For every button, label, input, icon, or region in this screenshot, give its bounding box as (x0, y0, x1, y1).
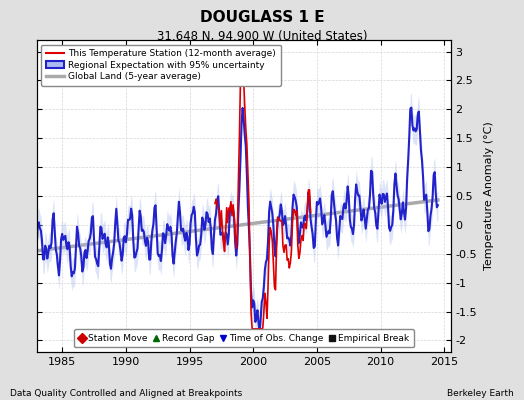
Text: 31.648 N, 94.900 W (United States): 31.648 N, 94.900 W (United States) (157, 30, 367, 43)
Legend: Station Move, Record Gap, Time of Obs. Change, Empirical Break: Station Move, Record Gap, Time of Obs. C… (74, 330, 413, 348)
Text: Data Quality Controlled and Aligned at Breakpoints: Data Quality Controlled and Aligned at B… (10, 389, 243, 398)
Text: DOUGLASS 1 E: DOUGLASS 1 E (200, 10, 324, 25)
Text: Berkeley Earth: Berkeley Earth (447, 389, 514, 398)
Y-axis label: Temperature Anomaly (°C): Temperature Anomaly (°C) (484, 122, 494, 270)
